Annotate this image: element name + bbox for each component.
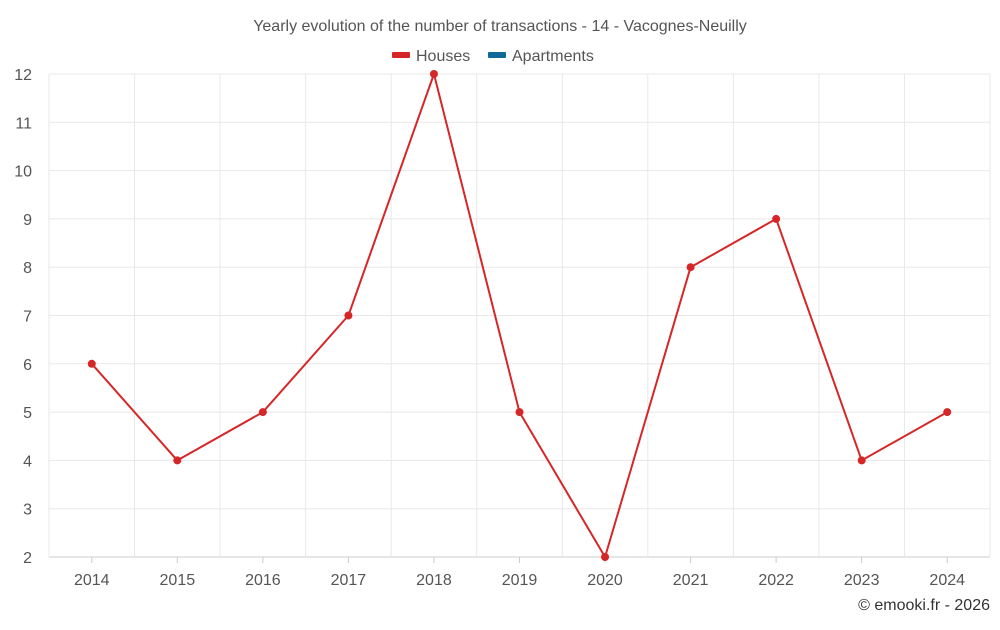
x-tick-label: 2017 <box>331 572 367 589</box>
x-tick-label: 2015 <box>160 572 196 589</box>
data-point-houses[interactable] <box>173 456 182 465</box>
series-points <box>87 70 952 561</box>
data-point-houses[interactable] <box>772 214 781 223</box>
x-tick-label: 2020 <box>587 572 623 589</box>
data-point-houses[interactable] <box>429 70 438 78</box>
data-point-houses[interactable] <box>344 311 353 320</box>
data-point-houses[interactable] <box>601 553 610 561</box>
data-point-houses[interactable] <box>258 408 267 417</box>
y-tick-label: 2 <box>23 550 32 567</box>
y-axis-ticks: 2 3 4 5 6 7 8 9 10 11 12 <box>14 67 32 567</box>
data-point-houses[interactable] <box>87 359 96 368</box>
y-tick-label: 6 <box>23 357 32 374</box>
x-tick-label: 2024 <box>929 572 965 589</box>
legend[interactable]: Houses Apartments <box>392 48 594 65</box>
data-point-houses[interactable] <box>943 408 952 417</box>
y-tick-label: 8 <box>23 260 32 277</box>
x-tick-label: 2016 <box>245 572 281 589</box>
y-tick-label: 3 <box>23 502 32 519</box>
grid <box>48 73 991 558</box>
y-tick-label: 4 <box>23 453 32 470</box>
legend-swatch-apartments[interactable] <box>488 52 506 58</box>
credit-text: © emooki.fr - 2026 <box>858 597 990 614</box>
chart-title: Yearly evolution of the number of transa… <box>253 18 747 35</box>
x-tick-label: 2022 <box>758 572 794 589</box>
x-axis-ticks: 2014 2015 2016 2017 2018 2019 2020 2021 2022 2023… <box>74 557 965 589</box>
data-point-houses[interactable] <box>686 263 695 272</box>
legend-swatch-houses[interactable] <box>392 52 410 58</box>
x-tick-label: 2018 <box>416 572 452 589</box>
x-tick-label: 2023 <box>844 572 880 589</box>
y-tick-label: 5 <box>23 405 32 422</box>
legend-label-houses[interactable]: Houses <box>416 48 470 65</box>
x-tick-label: 2014 <box>74 572 110 589</box>
x-tick-label: 2021 <box>673 572 709 589</box>
y-tick-label: 12 <box>14 67 32 84</box>
y-tick-label: 7 <box>23 309 32 326</box>
y-tick-label: 9 <box>23 212 32 229</box>
y-tick-label: 11 <box>15 115 32 132</box>
y-tick-label: 10 <box>14 164 32 181</box>
legend-label-apartments[interactable]: Apartments <box>512 48 594 65</box>
x-tick-label: 2019 <box>502 572 538 589</box>
data-point-houses[interactable] <box>515 408 524 417</box>
data-point-houses[interactable] <box>857 456 866 465</box>
